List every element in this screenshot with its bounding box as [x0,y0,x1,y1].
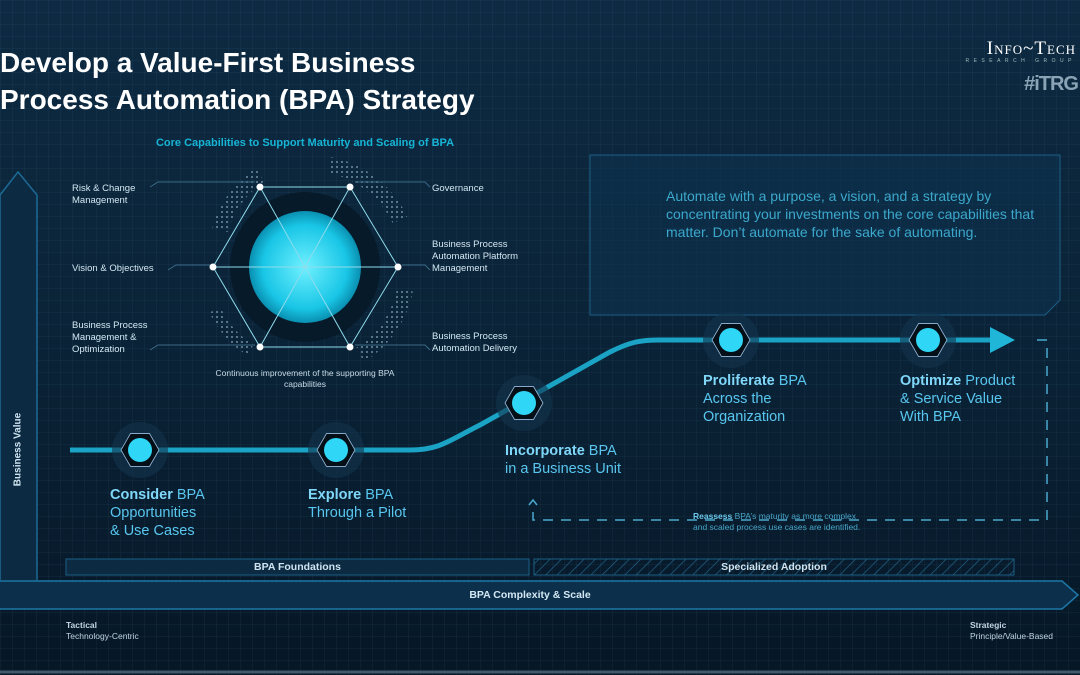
right-title: Strategic [970,620,1007,630]
stage-verb: Explore [308,487,362,503]
title-line: Develop a Value-First Business [0,47,416,78]
stage-text: Product [961,373,1016,389]
reassess-loop [532,339,1048,521]
title-line: Process Automation (BPA) Strategy [0,84,475,115]
stage-text: Organization [703,409,786,425]
stage-text: & Use Cases [110,523,195,539]
stage-text: Through a Pilot [308,505,407,521]
capability-caption: Continuous improvement of the supporting… [215,368,395,389]
stage-text: Across the [703,391,772,407]
capability-label: Business Process Automation Delivery [432,331,518,354]
capability-label: Vision & Objectives [72,263,154,274]
stage-node-icon [308,422,364,478]
stage-explore: Explore BPA Through a Pilot [308,486,406,522]
stage-consider: Consider BPA Opportunities & Use Cases [110,486,205,540]
y-axis-label: Business Value [12,412,24,487]
phase-label-specialized: Specialized Adoption [721,561,827,573]
stage-verb: Incorporate [505,443,585,459]
phase-label-foundations: BPA Foundations [254,561,341,573]
page-title: Develop a Value-First Business Process A… [0,44,475,118]
reassess-bold: Reassess [693,511,733,521]
right-subtitle: Principle/Value-Based [970,630,1053,641]
capability-label: Business Process Automation Platform Man… [432,239,519,274]
business-value-axis [0,170,38,580]
stage-verb: Consider [110,487,173,503]
stage-text: in a Business Unit [505,461,622,477]
callout-box [589,154,1061,316]
stage-node-icon [112,422,168,478]
capability-hexagon [149,157,431,362]
logo: Info~Tech [986,38,1076,59]
capability-label: Risk & Change Management [72,183,136,206]
x-axis-right-label: Strategic Principle/Value-Based [970,620,1053,641]
logo-tag: #iTRG [1024,73,1079,95]
stage-optimize: Optimize Product & Service Value With BP… [900,372,1015,426]
stage-text: BPA [774,373,807,389]
x-axis-left-label: Tactical Technology-Centric [66,620,139,641]
stage-node-icon [496,375,552,431]
stage-text: With BPA [900,409,961,425]
stage-text: & Service Value [900,391,1003,407]
stage-node-icon [703,312,759,368]
callout-text: Automate with a purpose, a vision, and a… [666,188,1035,240]
stage-verb: Optimize [900,373,962,389]
stage-node-icon [900,312,956,368]
stage-text: BPA [584,443,617,459]
reassess-note: Reassess BPA’s maturity as more complex … [693,511,860,532]
core-capabilities-title: Core Capabilities to Support Maturity an… [155,137,455,149]
complexity-axis [0,580,1080,610]
path-arrowhead [990,327,1015,353]
phase-bar-foundations [65,558,530,576]
stage-text: BPA [361,487,394,503]
x-axis-label: BPA Complexity & Scale [469,589,591,601]
stage-verb: Proliferate [703,373,775,389]
capability-label: Business Process Management & Optimizati… [72,320,148,355]
phase-bar-specialized [533,558,1015,576]
left-subtitle: Technology-Centric [66,630,139,641]
left-title: Tactical [66,620,98,630]
stage-proliferate: Proliferate BPA Across the Organization [703,372,807,426]
maturity-path [70,337,995,453]
reassess-text: BPA’s maturity as more complex [732,511,856,521]
capability-label: Governance [432,183,484,194]
stage-incorporate: Incorporate BPA in a Business Unit [505,442,621,478]
stage-text: Opportunities [110,505,197,521]
stage-text: BPA [172,487,205,503]
logo-subtitle: RESEARCH GROUP [965,58,1076,64]
reassess-text: and scaled process use cases are identif… [693,521,861,532]
